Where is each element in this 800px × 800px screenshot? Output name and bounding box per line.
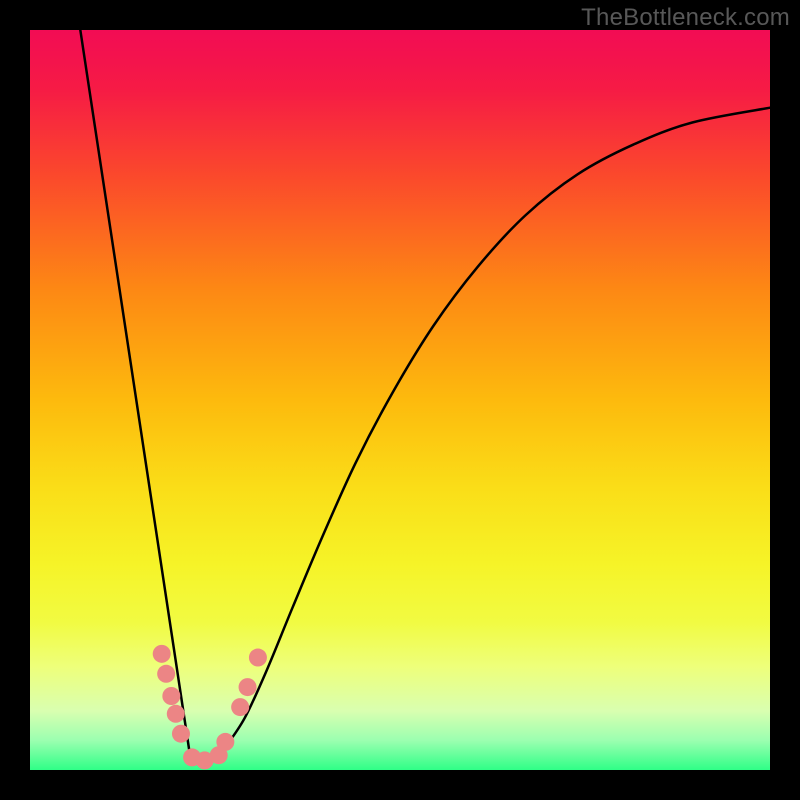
data-point-marker	[172, 725, 190, 743]
data-point-marker	[231, 698, 249, 716]
data-point-marker	[239, 678, 257, 696]
bottleneck-chart: TheBottleneck.com	[0, 0, 800, 800]
data-point-marker	[162, 687, 180, 705]
data-point-marker	[249, 649, 267, 667]
watermark-text: TheBottleneck.com	[581, 4, 790, 32]
data-point-marker	[153, 645, 171, 663]
data-point-marker	[216, 733, 234, 751]
data-point-marker	[157, 665, 175, 683]
plot-background	[30, 30, 770, 770]
data-point-marker	[167, 705, 185, 723]
chart-svg	[0, 0, 800, 800]
